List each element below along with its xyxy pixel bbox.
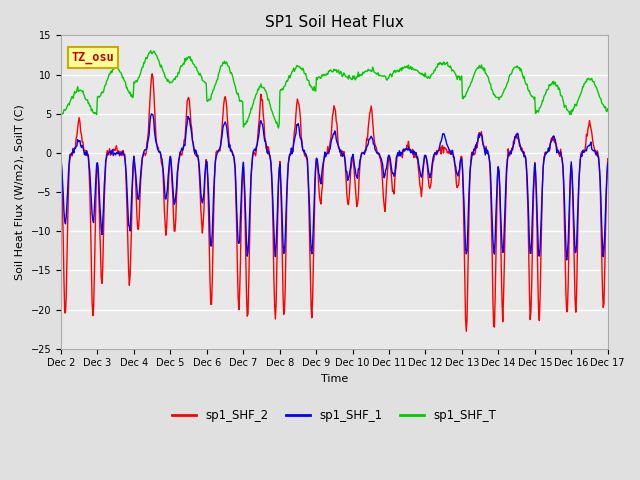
sp1_SHF_2: [179, 146, 187, 152]
sp1_SHF_T: [604, 106, 612, 111]
sp1_SHF_T: [403, 64, 410, 70]
sp1_SHF_T: [124, 84, 131, 90]
sp1_SHF_T: [67, 97, 75, 103]
sp1_SHF_1: [179, 144, 187, 150]
sp1_SHF_1: [563, 257, 570, 263]
sp1_SHF_T: [57, 111, 65, 117]
sp1_SHF_2: [209, 280, 216, 286]
sp1_SHF_1: [209, 230, 216, 236]
sp1_SHF_1: [401, 146, 409, 152]
Line: sp1_SHF_2: sp1_SHF_2: [61, 74, 608, 331]
sp1_SHF_2: [57, 161, 65, 167]
sp1_SHF_1: [124, 189, 131, 195]
sp1_SHF_T: [209, 91, 216, 96]
sp1_SHF_2: [401, 146, 409, 152]
sp1_SHF_T: [419, 71, 426, 76]
sp1_SHF_2: [604, 156, 612, 161]
sp1_SHF_2: [463, 328, 470, 334]
Y-axis label: Soil Heat Flux (W/m2), SoilT (C): Soil Heat Flux (W/m2), SoilT (C): [15, 104, 25, 280]
X-axis label: Time: Time: [321, 374, 348, 384]
Legend: sp1_SHF_2, sp1_SHF_1, sp1_SHF_T: sp1_SHF_2, sp1_SHF_1, sp1_SHF_T: [168, 405, 501, 427]
sp1_SHF_2: [124, 209, 131, 215]
sp1_SHF_T: [147, 48, 154, 54]
sp1_SHF_1: [67, 151, 75, 157]
sp1_SHF_1: [57, 156, 65, 162]
sp1_SHF_1: [604, 160, 612, 166]
sp1_SHF_T: [275, 125, 282, 131]
sp1_SHF_T: [179, 60, 187, 66]
Line: sp1_SHF_1: sp1_SHF_1: [61, 114, 608, 260]
sp1_SHF_1: [148, 111, 156, 117]
sp1_SHF_1: [417, 174, 425, 180]
sp1_SHF_2: [417, 194, 425, 200]
sp1_SHF_2: [67, 153, 75, 158]
Title: SP1 Soil Heat Flux: SP1 Soil Heat Flux: [265, 15, 404, 30]
Text: TZ_osu: TZ_osu: [72, 51, 115, 64]
sp1_SHF_2: [148, 71, 156, 77]
Line: sp1_SHF_T: sp1_SHF_T: [61, 51, 608, 128]
